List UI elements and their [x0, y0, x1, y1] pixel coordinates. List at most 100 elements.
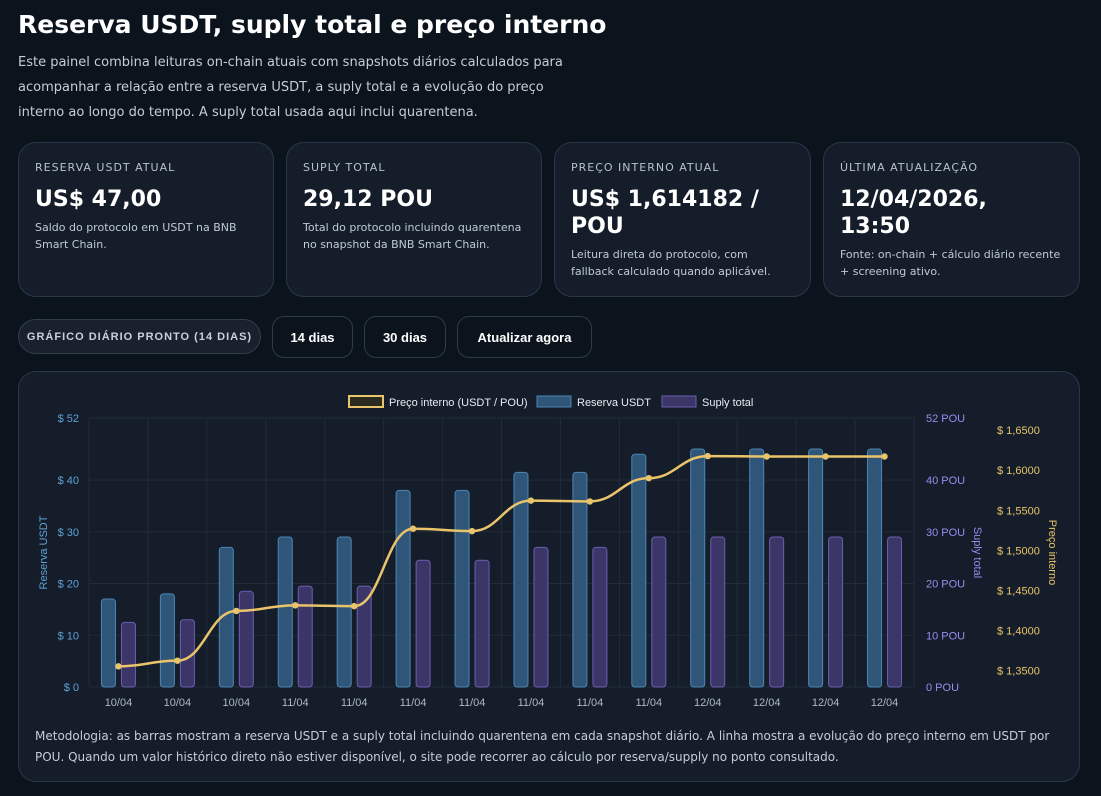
price-axis-tick: $ 1,5500: [997, 505, 1040, 517]
legend-label-price: Preço interno (USDT / POU): [389, 397, 528, 409]
bar-reserve: [395, 489, 411, 688]
card-last-update: ÚLTIMA ATUALIZAÇÃO 12/04/2026, 13:50 Fon…: [823, 142, 1080, 297]
bar-supply: [828, 536, 844, 688]
legend-label-supply: Suply total: [702, 397, 753, 409]
bar-reserve: [690, 448, 706, 688]
price-point: [645, 474, 653, 482]
card-note: Fonte: on-chain + cálculo diário recente…: [840, 248, 1061, 278]
bar-reserve: [218, 546, 234, 688]
x-axis-tick: 10/04: [223, 697, 251, 709]
price-point: [704, 452, 711, 460]
price-point: [822, 453, 829, 460]
price-point: [763, 453, 770, 460]
supply-axis-tick: 52 POU: [926, 413, 965, 425]
bar-supply: [238, 590, 254, 688]
range-14-days-button[interactable]: 14 dias: [272, 316, 353, 358]
bar-supply: [651, 536, 667, 688]
price-axis-tick: $ 1,3500: [997, 666, 1040, 678]
x-axis-tick: 11/04: [518, 697, 545, 709]
x-axis-tick: 11/04: [341, 697, 368, 709]
bar-reserve: [749, 448, 765, 688]
price-point: [174, 657, 181, 664]
card-label: ÚLTIMA ATUALIZAÇÃO: [840, 161, 979, 174]
chart-svg: $ 0 $ 10 $ 20 $ 30 $ 40 $ 52 0 POU 10 POU 20 POU…: [38, 395, 1058, 709]
x-axis-tick: 12/04: [753, 697, 781, 709]
reserve-axis-tick: $ 30: [58, 527, 79, 539]
x-axis-tick: 10/04: [105, 697, 133, 709]
bar-reserve: [867, 448, 883, 688]
supply-axis-tick: 30 POU: [926, 527, 965, 539]
bar-reserve: [572, 471, 588, 688]
price-point: [292, 602, 299, 609]
supply-axis-tick: 0 POU: [926, 682, 959, 694]
bar-reserve: [808, 448, 824, 688]
legend-label-reserve: Reserva USDT: [577, 397, 651, 409]
price-point: [586, 498, 594, 505]
bar-reserve: [631, 453, 647, 688]
price-point: [527, 497, 535, 504]
card-supply: SUPLY TOTAL 29,12 POU Total do protocolo…: [286, 142, 542, 297]
price-axis-tick: $ 1,6500: [997, 425, 1040, 437]
bar-supply: [533, 546, 549, 688]
legend-swatch-supply: [661, 395, 697, 408]
reserve-axis-title: Reserva USDT: [38, 515, 50, 589]
reserve-axis-tick: $ 40: [58, 475, 79, 487]
bar-supply: [415, 559, 431, 688]
price-axis-tick: $ 1,4000: [997, 626, 1040, 638]
price-point: [233, 607, 240, 615]
card-note: Total do protocolo incluindo quarentena …: [303, 221, 522, 251]
card-note: Leitura direta do protocolo, com fallbac…: [571, 248, 771, 278]
card-label: PREÇO INTERNO ATUAL: [571, 161, 720, 174]
bar-reserve: [277, 536, 293, 688]
price-point: [350, 602, 358, 610]
methodology-note: Metodologia: as barras mostram a reserva…: [35, 729, 1050, 764]
card-note: Saldo do protocolo em USDT na BNB Smart …: [35, 221, 237, 251]
reserve-axis-tick: $ 10: [58, 630, 79, 642]
card-label: SUPLY TOTAL: [303, 161, 386, 174]
bar-supply: [592, 546, 608, 688]
x-axis-tick: 11/04: [635, 697, 662, 709]
supply-axis-tick: 20 POU: [926, 579, 965, 591]
card-price: PREÇO INTERNO ATUAL US$ 1,614182 / POU L…: [554, 142, 811, 297]
price-axis-tick: $ 1,5000: [997, 545, 1040, 557]
reserve-axis-tick: $ 52: [58, 413, 79, 425]
price-point: [409, 525, 417, 532]
bar-supply: [297, 585, 313, 688]
reserve-axis-tick: $ 0: [64, 682, 79, 694]
price-point: [468, 527, 476, 535]
page-description: Este painel combina leituras on-chain at…: [18, 55, 563, 120]
price-point: [115, 663, 122, 670]
chart-status-badge: GRÁFICO DIÁRIO PRONTO (14 DIAS): [18, 319, 261, 354]
bar-supply: [474, 559, 490, 688]
x-axis-tick: 10/04: [164, 697, 192, 709]
card-value: US$ 47,00: [35, 187, 162, 212]
price-axis-tick: $ 1,4500: [997, 585, 1040, 597]
price-axis-tick: $ 1,6000: [997, 465, 1040, 477]
bar-supply: [887, 536, 903, 688]
price-axis-title: Preço interno: [1046, 520, 1058, 585]
x-axis-tick: 11/04: [400, 697, 427, 709]
page-title: Reserva USDT, suply total e preço intern…: [18, 10, 607, 39]
bar-reserve: [100, 598, 116, 688]
price-point: [881, 453, 888, 460]
supply-axis-tick: 10 POU: [926, 630, 965, 642]
legend-swatch-price: [348, 395, 384, 408]
legend-swatch-reserve: [536, 395, 572, 408]
x-axis-tick: 11/04: [459, 697, 486, 709]
card-value: US$ 1,614182 / POU: [571, 187, 759, 239]
refresh-now-button[interactable]: Atualizar agora: [457, 316, 592, 358]
bar-supply: [710, 536, 726, 688]
card-reserve: RESERVA USDT ATUAL US$ 47,00 Saldo do pr…: [18, 142, 274, 297]
x-axis-tick: 12/04: [812, 697, 840, 709]
bar-supply: [356, 585, 372, 688]
x-axis-tick: 12/04: [694, 697, 722, 709]
card-value: 29,12 POU: [303, 187, 433, 212]
supply-axis-tick: 40 POU: [926, 475, 965, 487]
x-axis-tick: 11/04: [282, 697, 309, 709]
x-axis-tick: 11/04: [577, 697, 604, 709]
bar-reserve: [454, 489, 470, 688]
range-30-days-button[interactable]: 30 dias: [364, 316, 446, 358]
chart-panel: $ 0 $ 10 $ 20 $ 30 $ 40 $ 52 0 POU 10 POU 20 POU…: [18, 371, 1080, 782]
reserve-axis-tick: $ 20: [58, 579, 79, 591]
bar-reserve: [513, 471, 529, 688]
